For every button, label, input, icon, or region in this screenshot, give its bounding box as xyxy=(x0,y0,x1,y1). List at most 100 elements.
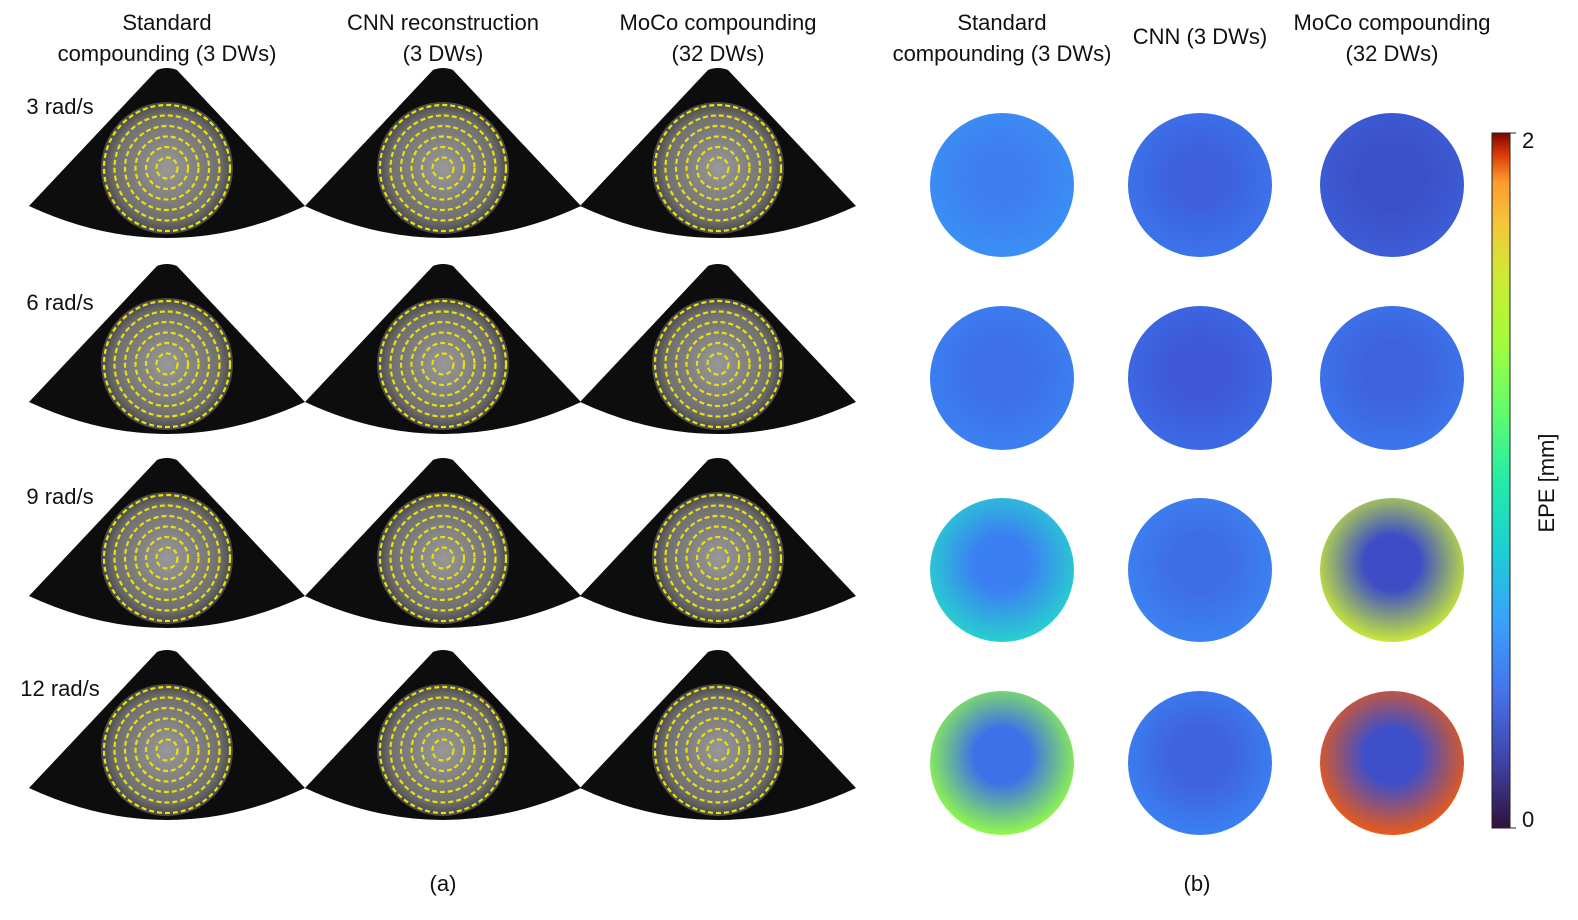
column-header: (32 DWs) xyxy=(1346,41,1439,66)
flow-arrows xyxy=(123,320,211,408)
flow-arrows xyxy=(706,738,730,762)
flow-arrows xyxy=(410,135,476,201)
flow-arrows xyxy=(155,352,179,376)
epe-heatmap xyxy=(930,306,1074,450)
flow-arrows xyxy=(664,310,772,418)
ultrasound-image xyxy=(29,264,305,434)
flow-arrows xyxy=(674,514,762,602)
colorbar-label: EPE [mm] xyxy=(1534,433,1559,532)
ultrasound-image xyxy=(580,650,856,820)
caption: (b) xyxy=(1184,871,1211,896)
ultrasound-image xyxy=(29,68,305,238)
flow-arrows xyxy=(102,103,232,233)
phantom xyxy=(377,492,509,624)
flow-arrows xyxy=(420,341,466,387)
flow-arrows xyxy=(410,525,476,591)
flow-arrows xyxy=(113,504,221,612)
flow-arrows xyxy=(399,514,487,602)
panel-b: Standard compounding (3 DWs) CNN (3 DWs) Mo… xyxy=(893,10,1491,835)
ultrasound-image xyxy=(305,458,581,628)
flow-arrows xyxy=(399,320,487,408)
flow-arrows xyxy=(674,124,762,212)
epe-heatmap xyxy=(930,691,1074,835)
caption: (a) xyxy=(430,871,457,896)
ultrasound-image xyxy=(580,68,856,238)
flow-arrows xyxy=(144,535,190,581)
phantom xyxy=(377,102,509,234)
epe-heatmap xyxy=(1320,113,1464,257)
flow-arrows xyxy=(653,493,783,623)
flow-arrows xyxy=(134,717,200,783)
y-tick-label: 0 xyxy=(1522,807,1534,832)
flow-arrows xyxy=(134,331,200,397)
column-header: (32 DWs) xyxy=(672,41,765,66)
flow-arrows xyxy=(155,738,179,762)
epe-heatmap xyxy=(930,498,1074,642)
column-header: CNN (3 DWs) xyxy=(1133,24,1267,49)
row-label: 3 rad/s xyxy=(26,94,93,119)
flow-arrows xyxy=(399,706,487,794)
phantom xyxy=(377,298,509,430)
flow-arrows xyxy=(102,299,232,429)
flow-arrows xyxy=(685,331,751,397)
column-header: compounding (3 DWs) xyxy=(893,41,1112,66)
flow-arrows xyxy=(695,341,741,387)
flow-arrows xyxy=(685,525,751,591)
flow-arrows xyxy=(102,685,232,815)
phantom xyxy=(101,102,233,234)
epe-heatmap xyxy=(1128,306,1272,450)
flow-arrows xyxy=(695,145,741,191)
flow-arrows xyxy=(706,156,730,180)
phantom xyxy=(377,684,509,816)
flow-arrows xyxy=(389,696,497,804)
epe-heatmap xyxy=(930,113,1074,257)
flow-arrows xyxy=(431,738,455,762)
epe-heatmap xyxy=(1320,691,1464,835)
epe-heatmap xyxy=(1320,498,1464,642)
row-label: 9 rad/s xyxy=(26,484,93,509)
flow-arrows xyxy=(378,685,508,815)
column-header: (3 DWs) xyxy=(403,41,484,66)
flow-arrows xyxy=(123,124,211,212)
panel-a: Standard compounding (3 DWs) CNN reconstru… xyxy=(20,10,856,820)
flow-arrows xyxy=(664,696,772,804)
flow-arrows xyxy=(123,514,211,602)
colorbar: EPE [mm] 0 2 xyxy=(1491,128,1559,832)
flow-arrows xyxy=(431,352,455,376)
column-header: Standard xyxy=(957,10,1046,35)
flow-arrows xyxy=(431,546,455,570)
flow-arrows xyxy=(706,546,730,570)
flow-arrows xyxy=(410,331,476,397)
flow-arrows xyxy=(420,727,466,773)
phantom xyxy=(101,492,233,624)
y-tick-label: 2 xyxy=(1522,128,1534,153)
flow-arrows xyxy=(389,114,497,222)
column-header: CNN reconstruction xyxy=(347,10,539,35)
flow-arrows xyxy=(706,352,730,376)
flow-arrows xyxy=(113,310,221,418)
phantom xyxy=(652,298,784,430)
flow-arrows xyxy=(113,114,221,222)
column-header: MoCo compounding xyxy=(620,10,817,35)
flow-arrows xyxy=(134,525,200,591)
flow-arrows xyxy=(155,156,179,180)
flow-arrows xyxy=(410,717,476,783)
flow-arrows xyxy=(420,535,466,581)
flow-arrows xyxy=(653,299,783,429)
phantom xyxy=(652,684,784,816)
phantom xyxy=(652,492,784,624)
column-header: MoCo compounding xyxy=(1294,10,1491,35)
column-header: compounding (3 DWs) xyxy=(58,41,277,66)
flow-arrows xyxy=(674,706,762,794)
flow-arrows xyxy=(144,145,190,191)
flow-arrows xyxy=(664,114,772,222)
ultrasound-image xyxy=(29,458,305,628)
ultrasound-image xyxy=(305,264,581,434)
flow-arrows xyxy=(144,341,190,387)
flow-arrows xyxy=(653,685,783,815)
epe-heatmap xyxy=(1128,113,1272,257)
phantom xyxy=(652,102,784,234)
flow-arrows xyxy=(695,727,741,773)
phantom xyxy=(101,298,233,430)
